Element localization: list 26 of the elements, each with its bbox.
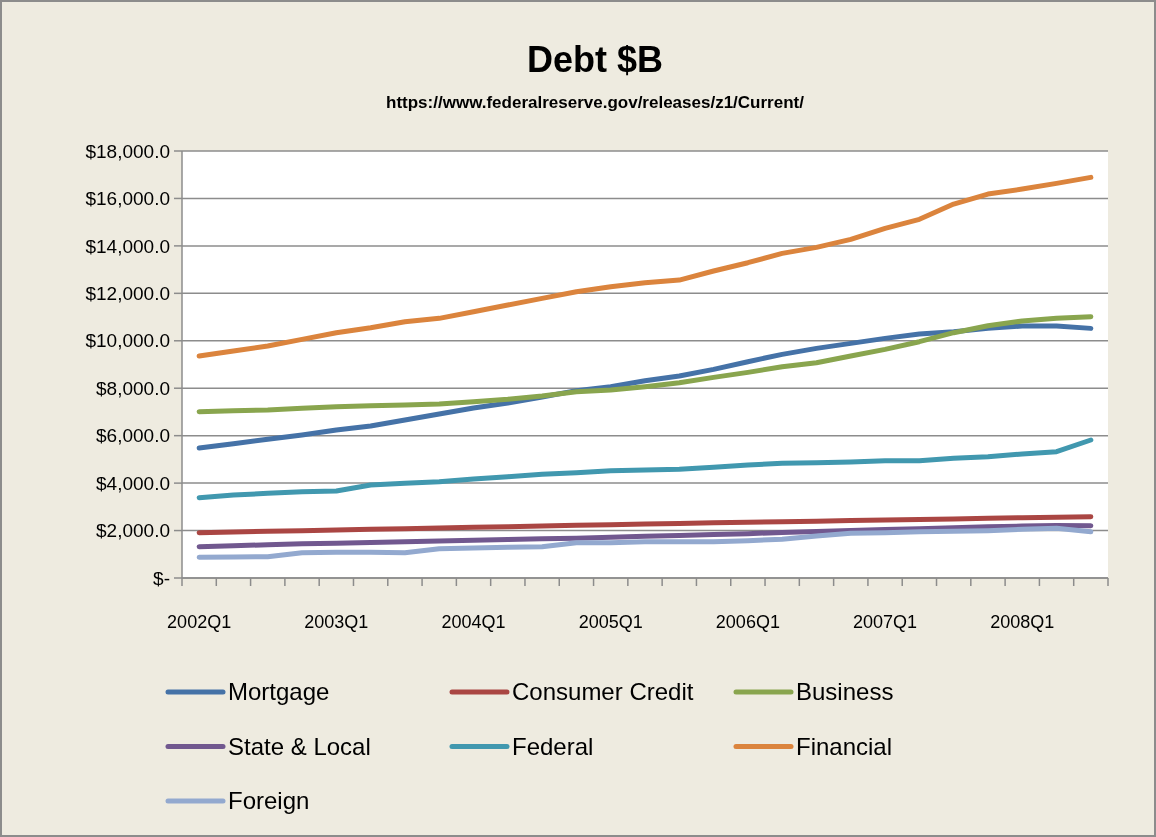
x-tick-label: 2007Q1 xyxy=(853,612,918,632)
legend-label: Foreign xyxy=(228,787,310,815)
chart-subtitle: https://www.federalreserve.gov/releases/z1/Current/ xyxy=(386,93,805,112)
y-tick-label: $10,000.0 xyxy=(85,330,170,352)
y-tick-label: $6,000.0 xyxy=(96,425,170,447)
y-tick-label: $12,000.0 xyxy=(85,282,170,304)
y-tick-label: $16,000.0 xyxy=(85,188,170,210)
y-tick-label: $14,000.0 xyxy=(85,235,170,257)
chart-title: Debt $B xyxy=(526,39,664,80)
legend-label: Financial xyxy=(796,732,893,760)
y-tick-label: $- xyxy=(153,567,170,589)
legend-label: Mortgage xyxy=(228,678,330,706)
y-tick-label: $8,000.0 xyxy=(96,377,170,399)
x-tick-label: 2006Q1 xyxy=(715,612,780,632)
y-tick-label: $18,000.0 xyxy=(85,140,170,162)
x-tick-label: 2002Q1 xyxy=(167,612,232,632)
legend-label: State & Local xyxy=(228,732,371,760)
x-tick-label: 2004Q1 xyxy=(441,612,506,632)
x-tick-label: 2008Q1 xyxy=(990,612,1055,632)
y-tick-label: $2,000.0 xyxy=(96,520,170,542)
x-tick-label: 2005Q1 xyxy=(578,612,643,632)
y-tick-label: $4,000.0 xyxy=(96,472,170,494)
legend-label: Consumer Credit xyxy=(512,678,694,706)
x-tick-label: 2003Q1 xyxy=(304,612,369,632)
legend-label: Federal xyxy=(512,732,594,760)
legend-label: Business xyxy=(796,678,894,706)
